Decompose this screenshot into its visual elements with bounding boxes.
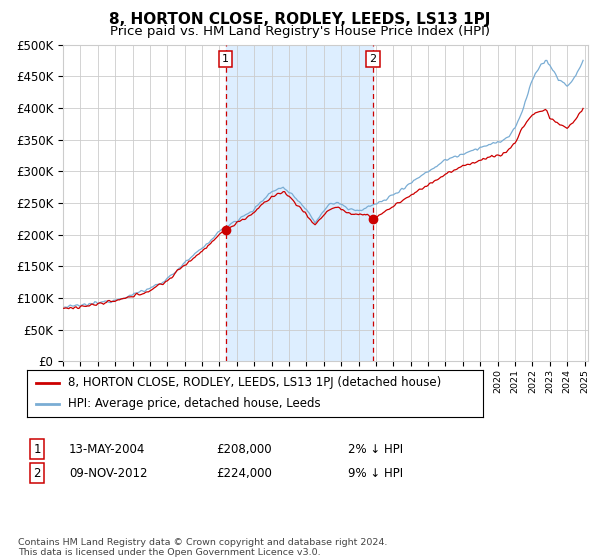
Text: 2% ↓ HPI: 2% ↓ HPI [348,442,403,456]
Text: 13-MAY-2004: 13-MAY-2004 [69,442,145,456]
Text: 8, HORTON CLOSE, RODLEY, LEEDS, LS13 1PJ (detached house): 8, HORTON CLOSE, RODLEY, LEEDS, LS13 1PJ… [68,376,441,389]
Text: Price paid vs. HM Land Registry's House Price Index (HPI): Price paid vs. HM Land Registry's House … [110,25,490,38]
Text: 2: 2 [370,54,377,64]
Text: 1: 1 [34,442,41,456]
Text: 9% ↓ HPI: 9% ↓ HPI [348,466,403,480]
Text: 09-NOV-2012: 09-NOV-2012 [69,466,148,480]
Text: £224,000: £224,000 [216,466,272,480]
Text: HPI: Average price, detached house, Leeds: HPI: Average price, detached house, Leed… [68,398,320,410]
Text: 2: 2 [34,466,41,480]
Text: 1: 1 [222,54,229,64]
Bar [226,45,373,361]
Text: Contains HM Land Registry data © Crown copyright and database right 2024.
This d: Contains HM Land Registry data © Crown c… [18,538,388,557]
Text: £208,000: £208,000 [216,442,272,456]
Text: 8, HORTON CLOSE, RODLEY, LEEDS, LS13 1PJ: 8, HORTON CLOSE, RODLEY, LEEDS, LS13 1PJ [109,12,491,27]
